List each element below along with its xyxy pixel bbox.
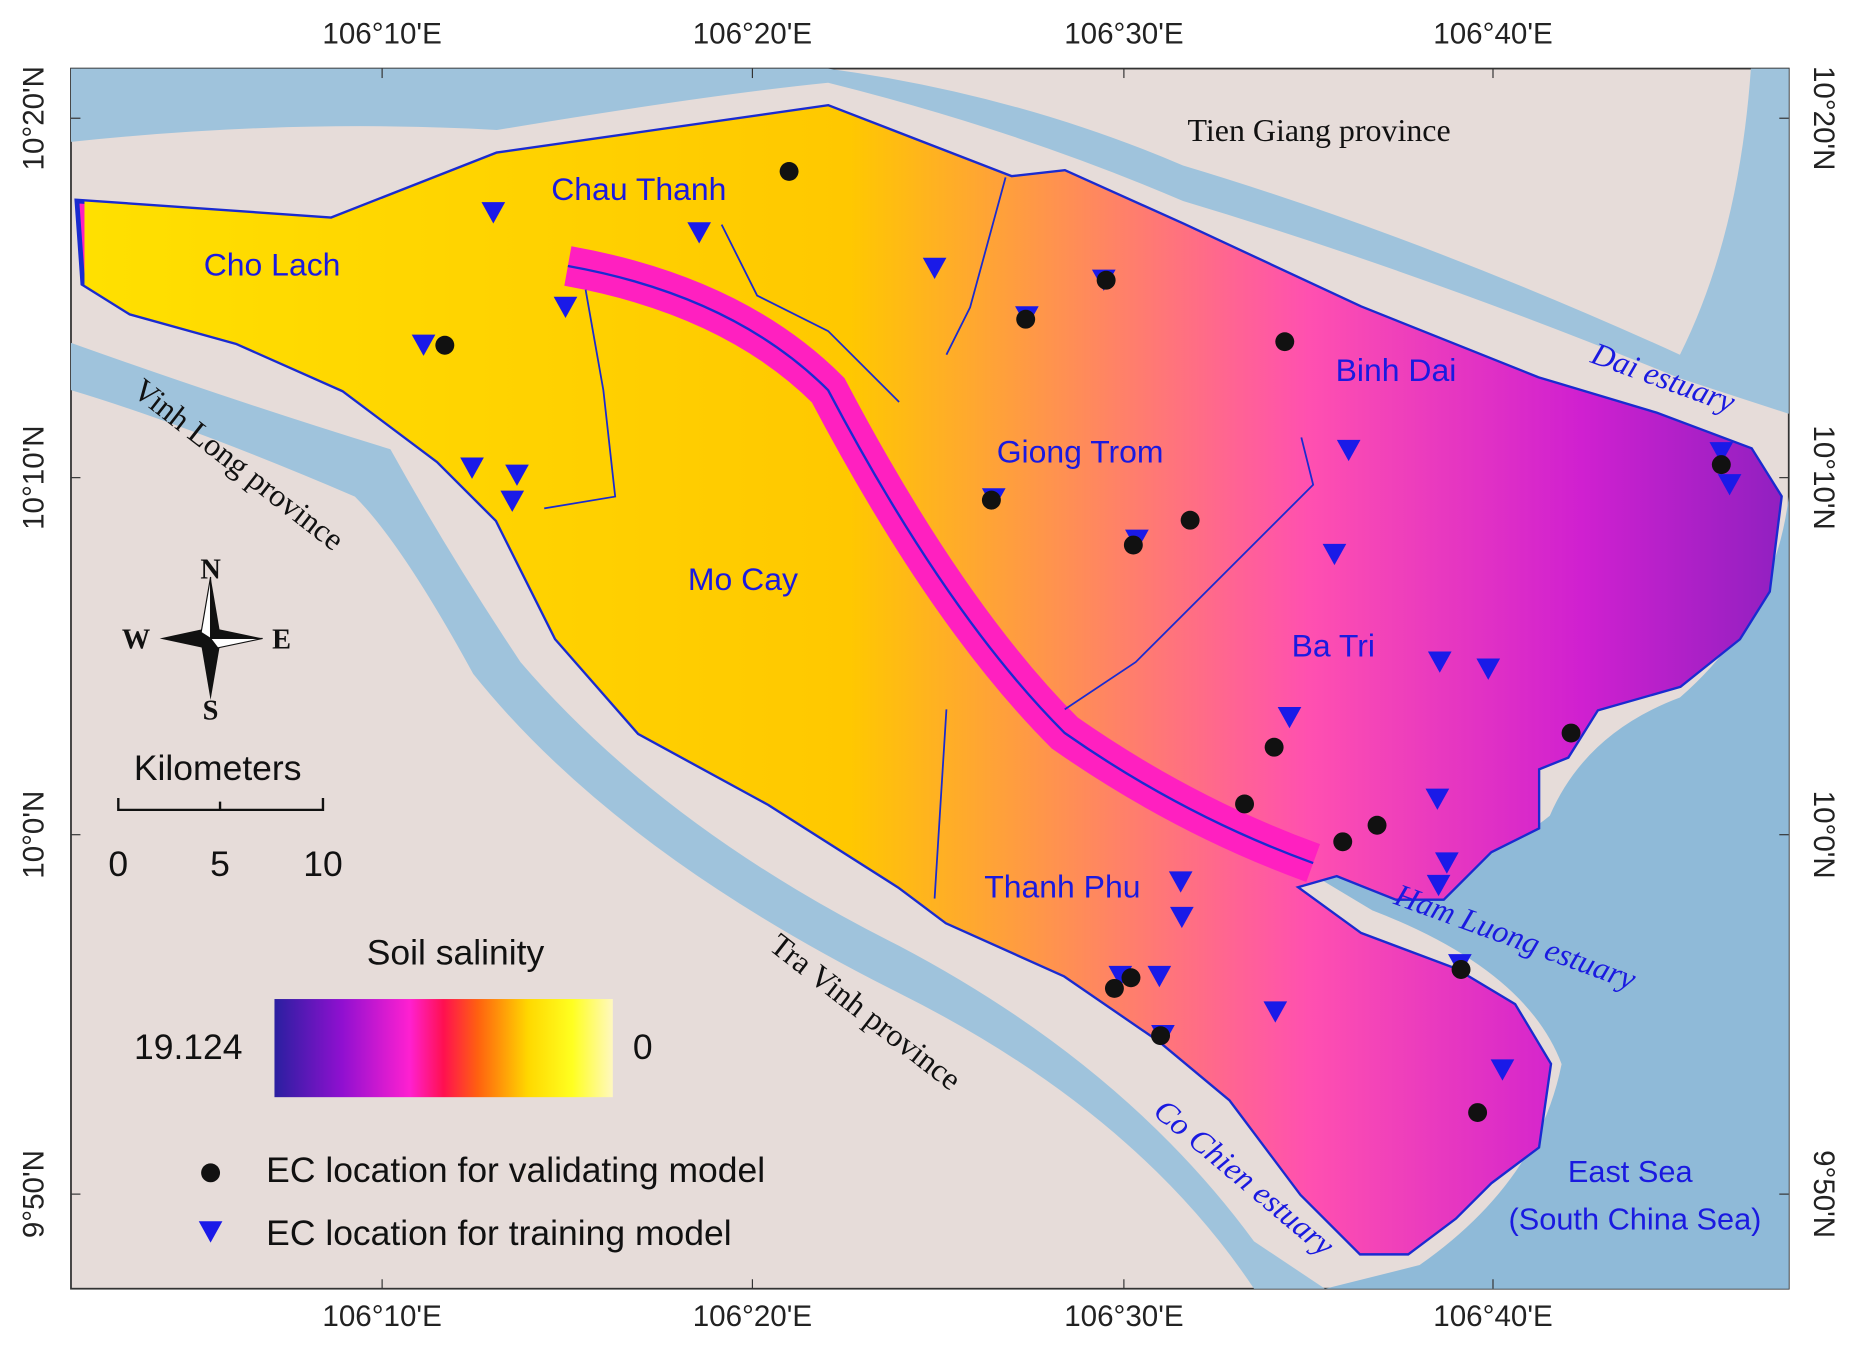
place-label: Tien Giang province (1188, 113, 1451, 148)
validating-point (1711, 455, 1731, 475)
legend-item: EC location for training model (266, 1213, 731, 1253)
longitude-label: 106°20'E (693, 1300, 812, 1333)
training-point (1322, 543, 1347, 566)
training-point (1427, 651, 1452, 673)
validating-point (1121, 968, 1141, 988)
validating-point (1275, 332, 1295, 352)
training-point (411, 334, 436, 356)
training-point (500, 490, 525, 512)
legend-min: 0 (633, 1027, 653, 1067)
validating-point (779, 161, 799, 181)
longitude-label: 106°40'E (1433, 1300, 1552, 1333)
place-label: (South China Sea) (1508, 1201, 1761, 1236)
place-label: East Sea (1568, 1154, 1694, 1189)
latitude-label: 9°50'N (17, 1150, 50, 1238)
training-point (1336, 439, 1361, 462)
validating-point (1468, 1103, 1488, 1122)
place-label: Cho Lach (204, 247, 341, 283)
validating-point (1104, 978, 1124, 998)
latitude-label: 10°20'N (1807, 66, 1840, 170)
scale-bar (117, 798, 325, 812)
legend-item: EC location for validating model (266, 1150, 765, 1190)
validating-point (1151, 1026, 1171, 1046)
latitude-label: 10°0'N (1807, 791, 1840, 879)
training-point (1426, 874, 1451, 897)
legend-validating-symbol (201, 1163, 221, 1183)
training-point (1425, 788, 1450, 810)
tien-river (70, 68, 1789, 414)
place-label: Chau Thanh (551, 171, 726, 207)
scale-tick: 5 (210, 844, 230, 884)
longitude-label: 106°10'E (322, 17, 441, 50)
training-point (460, 457, 484, 479)
compass-letter: W (122, 625, 150, 656)
training-point (1277, 707, 1302, 729)
latitude-label: 10°10'N (17, 425, 50, 529)
legend-max: 19.124 (134, 1027, 243, 1067)
validating-point (1367, 815, 1387, 835)
colorbar (274, 999, 613, 1098)
validating-point (1016, 309, 1036, 329)
validating-point (435, 335, 455, 355)
place-label: Thanh Phu (984, 869, 1140, 905)
scale-title: Kilometers (134, 748, 302, 788)
training-point (1490, 1059, 1515, 1081)
compass-letter: E (272, 625, 291, 656)
longitude-label: 106°20'E (693, 17, 812, 50)
place-label: Giong Trom (997, 433, 1164, 469)
training-point (1476, 658, 1501, 680)
longitude-label: 106°40'E (1433, 17, 1552, 50)
validating-point (1096, 270, 1116, 290)
training-point (922, 257, 947, 280)
latitude-label: 10°0'N (17, 791, 50, 879)
training-point (1709, 442, 1734, 464)
river-centerline (567, 264, 1314, 865)
longitude-label: 106°30'E (1064, 17, 1183, 50)
place-label: Ba Tri (1292, 627, 1375, 663)
ec-markers (411, 161, 1742, 1122)
place-label: Mo Cay (688, 561, 798, 597)
validating-point (981, 490, 1001, 510)
validating-point (1123, 535, 1143, 555)
training-point (1147, 965, 1172, 988)
training-point (1717, 474, 1742, 496)
scale-tick: 0 (108, 844, 128, 884)
validating-point (1451, 960, 1471, 979)
training-point (505, 464, 529, 486)
validating-point (1180, 510, 1200, 530)
validating-point (1561, 723, 1581, 743)
validating-point (1264, 737, 1284, 757)
scale-tick: 10 (303, 844, 342, 884)
training-point (1263, 1001, 1288, 1023)
east-sea (1313, 390, 1789, 1289)
legend-title: Soil salinity (367, 933, 545, 973)
training-point (1435, 852, 1459, 874)
place-label: Binh Dai (1336, 352, 1457, 388)
longitude-label: 106°30'E (1064, 1300, 1183, 1333)
training-point (553, 296, 578, 319)
training-point (1170, 906, 1194, 929)
training-point (1168, 871, 1193, 893)
compass-letter: S (203, 695, 219, 726)
validating-point (1333, 832, 1353, 852)
training-point (481, 202, 506, 224)
district-boundary (544, 177, 1315, 899)
compass-letter: N (200, 555, 221, 586)
training-point (687, 222, 712, 244)
legend-training-symbol (198, 1221, 223, 1243)
co-chien-river (70, 342, 1325, 1289)
latitude-label: 10°10'N (1807, 425, 1840, 529)
compass (159, 576, 263, 700)
latitude-label: 9°50'N (1807, 1150, 1840, 1238)
longitude-label: 106°10'E (322, 1300, 441, 1333)
validating-point (1235, 794, 1255, 814)
latitude-label: 10°20'N (17, 66, 50, 170)
